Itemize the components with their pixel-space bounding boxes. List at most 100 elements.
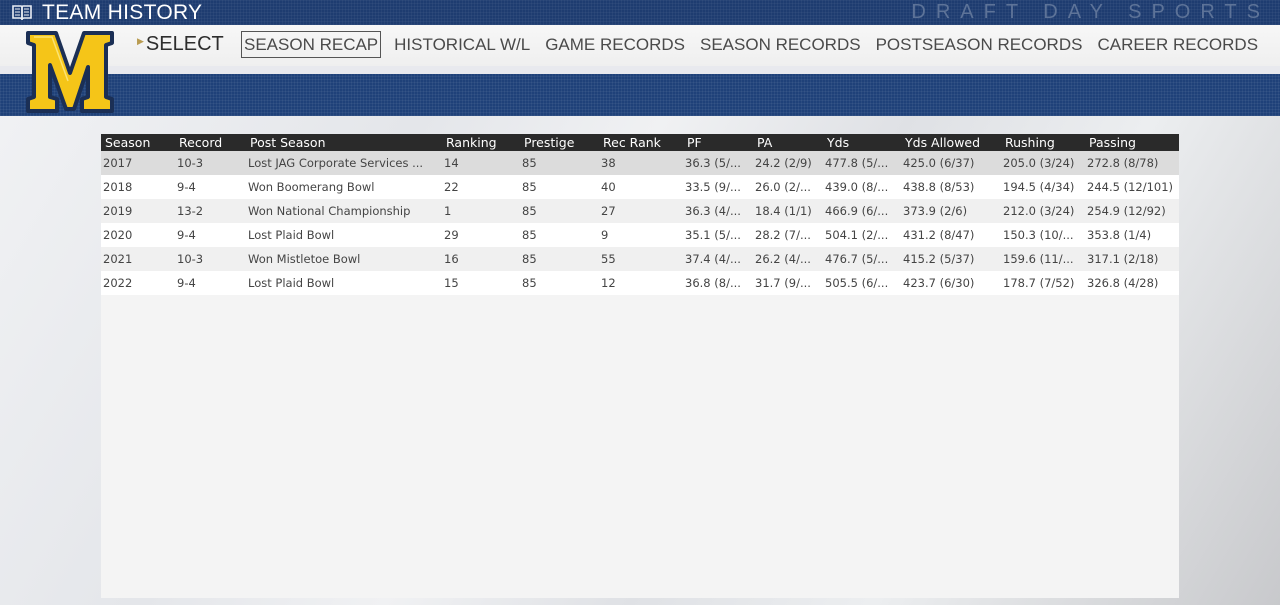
cell-prestige: 85 xyxy=(522,228,537,242)
cell-rec-rank: 9 xyxy=(601,228,609,242)
cell-post-season: Won Mistletoe Bowl xyxy=(248,252,361,266)
cell-rec-rank: 55 xyxy=(601,252,616,266)
nav-bar xyxy=(0,25,1280,67)
cell-record: 10-3 xyxy=(177,252,204,266)
cell-record: 9-4 xyxy=(177,228,196,242)
cell-ranking: 16 xyxy=(444,252,459,266)
cell-pf: 35.1 (5/... xyxy=(685,228,741,242)
cell-yds: 466.9 (6/... xyxy=(825,204,889,218)
table-row[interactable]: 2022 9-4 Lost Plaid Bowl 15 85 12 36.8 (… xyxy=(101,271,1179,295)
cell-season: 2022 xyxy=(103,276,133,290)
brand-wordmark: DRAFT DAY SPORTS xyxy=(911,1,1270,23)
cell-rec-rank: 38 xyxy=(601,156,616,170)
header-band xyxy=(0,74,1280,116)
cell-ranking: 1 xyxy=(444,204,452,218)
cell-pa: 31.7 (9/... xyxy=(755,276,811,290)
column-header-rushing[interactable]: Rushing xyxy=(1005,135,1055,150)
cell-yds-allowed: 423.7 (6/30) xyxy=(903,276,975,290)
season-recap-table: Season Record Post Season Ranking Presti… xyxy=(101,134,1179,295)
cell-rushing: 205.0 (3/24) xyxy=(1003,156,1075,170)
select-text: SELECT xyxy=(145,33,224,55)
cell-pf: 36.8 (8/... xyxy=(685,276,741,290)
cell-yds-allowed: 415.2 (5/37) xyxy=(903,252,975,266)
cell-prestige: 85 xyxy=(522,276,537,290)
cell-rushing: 178.7 (7/52) xyxy=(1003,276,1075,290)
cell-prestige: 85 xyxy=(522,156,537,170)
tab-postseason-records[interactable]: POSTSEASON RECORDS xyxy=(875,35,1083,54)
cell-rec-rank: 27 xyxy=(601,204,616,218)
cell-record: 10-3 xyxy=(177,156,204,170)
tab-season-recap[interactable]: SEASON RECAP xyxy=(241,31,382,58)
cell-rec-rank: 40 xyxy=(601,180,616,194)
column-header-yds[interactable]: Yds xyxy=(827,135,850,150)
cell-yds-allowed: 373.9 (2/6) xyxy=(903,204,968,218)
column-header-season[interactable]: Season xyxy=(105,135,151,150)
tab-career-records[interactable]: CAREER RECORDS xyxy=(1097,35,1259,54)
tab-game-records[interactable]: GAME RECORDS xyxy=(545,35,685,54)
cell-record: 9-4 xyxy=(177,276,196,290)
cell-ranking: 15 xyxy=(444,276,459,290)
cell-rushing: 194.5 (4/34) xyxy=(1003,180,1075,194)
table-row[interactable]: 2021 10-3 Won Mistletoe Bowl 16 85 55 37… xyxy=(101,247,1179,271)
tab-season-records[interactable]: SEASON RECORDS xyxy=(699,35,861,54)
cell-season: 2017 xyxy=(103,156,133,170)
cell-pf: 36.3 (4/... xyxy=(685,204,741,218)
cell-yds-allowed: 438.8 (8/53) xyxy=(903,180,975,194)
column-header-yds-allowed[interactable]: Yds Allowed xyxy=(905,135,981,150)
column-header-record[interactable]: Record xyxy=(179,135,223,150)
table-row[interactable]: 2019 13-2 Won National Championship 1 85… xyxy=(101,199,1179,223)
cell-post-season: Lost Plaid Bowl xyxy=(248,276,335,290)
table-row[interactable]: 2018 9-4 Won Boomerang Bowl 22 85 40 33.… xyxy=(101,175,1179,199)
column-header-prestige[interactable]: Prestige xyxy=(524,135,575,150)
table-row[interactable]: 2020 9-4 Lost Plaid Bowl 29 85 9 35.1 (5… xyxy=(101,223,1179,247)
cell-yds: 477.8 (5/... xyxy=(825,156,889,170)
cell-passing: 244.5 (12/101) xyxy=(1087,180,1174,194)
cell-post-season: Lost JAG Corporate Services ... xyxy=(248,156,424,170)
cell-ranking: 29 xyxy=(444,228,459,242)
cell-pa: 26.2 (4/... xyxy=(755,252,811,266)
cell-season: 2019 xyxy=(103,204,133,218)
cell-rushing: 159.6 (11/... xyxy=(1003,252,1074,266)
cell-pa: 18.4 (1/1) xyxy=(755,204,812,218)
column-header-ranking[interactable]: Ranking xyxy=(446,135,497,150)
page-title: TEAM HISTORY xyxy=(42,1,203,24)
cell-rec-rank: 12 xyxy=(601,276,616,290)
table-header-row: Season Record Post Season Ranking Presti… xyxy=(101,134,1179,151)
column-header-passing[interactable]: Passing xyxy=(1089,135,1136,150)
cell-pf: 36.3 (5/... xyxy=(685,156,741,170)
cell-yds: 505.5 (6/... xyxy=(825,276,889,290)
cell-post-season: Lost Plaid Bowl xyxy=(248,228,335,242)
cell-rushing: 212.0 (3/24) xyxy=(1003,204,1075,218)
column-header-rec-rank[interactable]: Rec Rank xyxy=(603,135,661,150)
cell-pa: 28.2 (7/... xyxy=(755,228,811,242)
cell-yds-allowed: 431.2 (8/47) xyxy=(903,228,975,242)
cell-passing: 254.9 (12/92) xyxy=(1087,204,1166,218)
column-header-pa[interactable]: PA xyxy=(757,135,773,150)
column-header-pf[interactable]: PF xyxy=(687,135,702,150)
cell-season: 2020 xyxy=(103,228,133,242)
cell-season: 2018 xyxy=(103,180,133,194)
cell-pf: 37.4 (4/... xyxy=(685,252,741,266)
cell-rushing: 150.3 (10/... xyxy=(1003,228,1074,242)
cell-yds: 476.7 (5/... xyxy=(825,252,889,266)
nav-divider xyxy=(0,66,1280,74)
cell-record: 13-2 xyxy=(177,204,204,218)
triangle-right-icon: ▶ xyxy=(137,36,144,47)
tab-bar: SEASON RECAP HISTORICAL W/L GAME RECORDS… xyxy=(241,31,1271,58)
tab-historical-wl[interactable]: HISTORICAL W/L xyxy=(394,35,531,54)
cell-pa: 24.2 (2/9) xyxy=(755,156,812,170)
season-recap-panel: Season Record Post Season Ranking Presti… xyxy=(101,134,1179,598)
cell-post-season: Won Boomerang Bowl xyxy=(248,180,375,194)
cell-yds-allowed: 425.0 (6/37) xyxy=(903,156,975,170)
cell-record: 9-4 xyxy=(177,180,196,194)
team-logo xyxy=(26,31,114,113)
cell-post-season: Won National Championship xyxy=(248,204,411,218)
cell-pa: 26.0 (2/... xyxy=(755,180,811,194)
cell-pf: 33.5 (9/... xyxy=(685,180,741,194)
cell-passing: 353.8 (1/4) xyxy=(1087,228,1152,242)
select-label: ▶ SELECT xyxy=(137,33,224,56)
cell-passing: 317.1 (2/18) xyxy=(1087,252,1159,266)
title-bar: TEAM HISTORY DRAFT DAY SPORTS xyxy=(0,0,1280,25)
table-row[interactable]: 2017 10-3 Lost JAG Corporate Services ..… xyxy=(101,151,1179,175)
column-header-post-season[interactable]: Post Season xyxy=(250,135,326,150)
